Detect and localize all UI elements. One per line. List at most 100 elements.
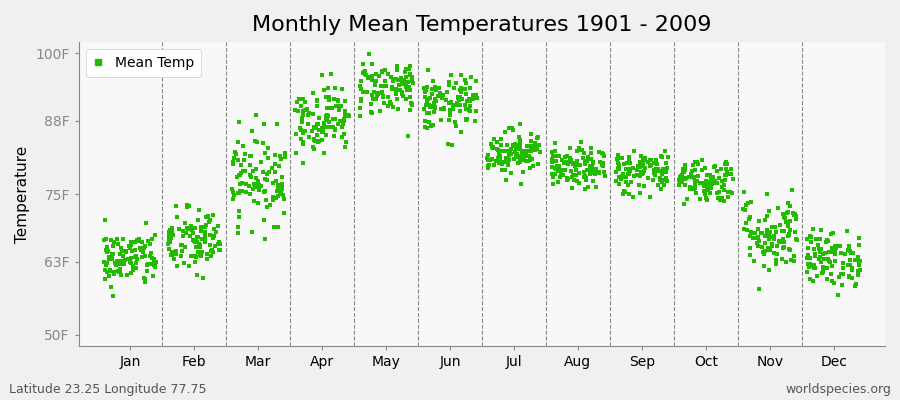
Point bbox=[678, 167, 692, 173]
Point bbox=[853, 258, 868, 265]
Point bbox=[707, 178, 722, 184]
Point bbox=[848, 257, 862, 263]
Point bbox=[508, 141, 522, 147]
Point bbox=[270, 184, 284, 191]
Point bbox=[462, 107, 476, 114]
Point bbox=[248, 111, 263, 118]
Point bbox=[446, 102, 460, 108]
Point bbox=[649, 167, 663, 173]
Point bbox=[335, 86, 349, 93]
Point bbox=[122, 242, 136, 249]
Point bbox=[626, 165, 640, 171]
Point bbox=[641, 159, 655, 165]
Point bbox=[552, 163, 566, 170]
Point bbox=[653, 153, 668, 159]
Point bbox=[97, 217, 112, 224]
Point bbox=[266, 194, 280, 200]
Point bbox=[485, 156, 500, 162]
Point bbox=[194, 252, 208, 258]
Point bbox=[256, 169, 270, 176]
Point bbox=[423, 95, 437, 102]
Point bbox=[678, 162, 692, 168]
Point bbox=[511, 160, 526, 166]
Point bbox=[547, 148, 562, 154]
Point bbox=[631, 163, 645, 169]
Point bbox=[441, 79, 455, 85]
Point bbox=[598, 173, 612, 179]
Point bbox=[501, 161, 516, 168]
Point bbox=[263, 202, 277, 208]
Point bbox=[371, 90, 385, 96]
Point bbox=[165, 234, 179, 241]
Point bbox=[560, 177, 574, 184]
Point bbox=[298, 106, 312, 113]
Point bbox=[270, 188, 284, 194]
Point bbox=[374, 68, 389, 74]
Point bbox=[519, 142, 534, 149]
Point bbox=[269, 178, 284, 184]
Point bbox=[823, 259, 837, 266]
Point bbox=[633, 164, 647, 171]
Point bbox=[609, 169, 624, 175]
Point bbox=[831, 292, 845, 298]
Point bbox=[486, 136, 500, 143]
Point bbox=[742, 252, 757, 258]
Point bbox=[803, 233, 817, 239]
Point bbox=[743, 233, 758, 239]
Point bbox=[278, 154, 293, 160]
Point bbox=[515, 149, 529, 156]
Point bbox=[130, 238, 145, 244]
Point bbox=[454, 107, 468, 114]
Point bbox=[703, 172, 717, 178]
Point bbox=[364, 72, 379, 79]
Point bbox=[491, 155, 505, 161]
Point bbox=[247, 181, 261, 187]
Point bbox=[709, 180, 724, 186]
Point bbox=[207, 233, 221, 239]
Point bbox=[356, 61, 371, 68]
Point bbox=[843, 250, 858, 256]
Point bbox=[375, 69, 390, 75]
Point bbox=[194, 250, 209, 256]
Point bbox=[104, 236, 118, 243]
Point bbox=[633, 159, 647, 165]
Point bbox=[449, 80, 464, 86]
Point bbox=[394, 75, 409, 81]
Point bbox=[174, 253, 188, 259]
Point bbox=[250, 177, 265, 184]
Point bbox=[442, 116, 456, 123]
Point bbox=[267, 224, 282, 230]
Point bbox=[260, 204, 274, 210]
Point bbox=[705, 174, 719, 180]
Point bbox=[112, 269, 126, 275]
Point bbox=[497, 148, 511, 154]
Point bbox=[238, 168, 252, 174]
Point bbox=[454, 96, 469, 102]
Point bbox=[115, 253, 130, 260]
Point bbox=[302, 134, 316, 140]
Point bbox=[800, 253, 814, 259]
Point bbox=[125, 262, 140, 269]
Point bbox=[319, 116, 333, 123]
Point bbox=[385, 86, 400, 92]
Point bbox=[722, 170, 736, 177]
Point bbox=[307, 136, 321, 143]
Point bbox=[320, 85, 335, 92]
Point bbox=[362, 74, 376, 80]
Point bbox=[113, 269, 128, 276]
Point bbox=[250, 200, 265, 206]
Point bbox=[247, 198, 261, 204]
Point bbox=[495, 161, 509, 167]
Point bbox=[724, 171, 738, 178]
Point bbox=[508, 142, 523, 148]
Point bbox=[243, 191, 257, 198]
Point bbox=[532, 142, 546, 149]
Point bbox=[568, 160, 582, 166]
Point bbox=[717, 161, 732, 167]
Point bbox=[836, 271, 850, 277]
Point bbox=[548, 153, 562, 159]
Point bbox=[850, 268, 865, 274]
Point bbox=[611, 165, 625, 171]
Point bbox=[549, 158, 563, 164]
Point bbox=[332, 107, 347, 113]
